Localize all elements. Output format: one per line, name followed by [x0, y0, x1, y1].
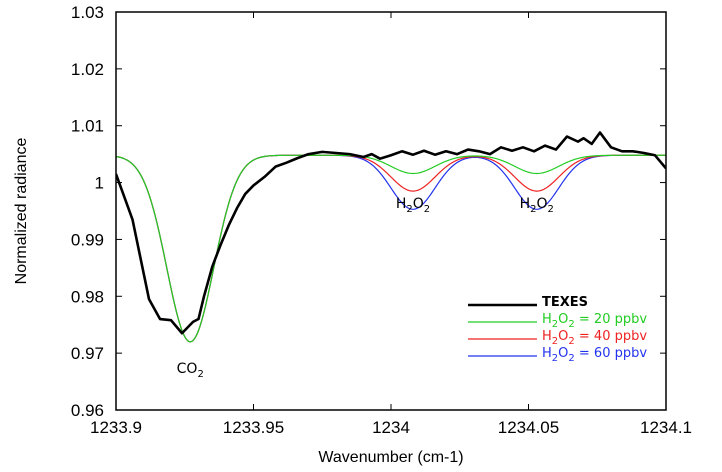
- series-line-1: [116, 154, 666, 343]
- series-layer: [116, 131, 666, 343]
- y-tick-label: 0.96: [71, 401, 104, 420]
- y-axis-title: Normalized radiance: [13, 138, 30, 285]
- molecule-annotation: H2O2: [520, 196, 554, 215]
- legend-label: H2O2 = 40 ppbv: [542, 329, 647, 347]
- y-tick-label: 1: [95, 174, 104, 193]
- x-tick-label: 1234.05: [498, 418, 559, 437]
- x-axis-title: Wavenumber (cm-1): [318, 449, 463, 466]
- y-tick-label: 0.97: [71, 344, 104, 363]
- axis-ticks: 1233.9 1233.95 1234 1234.05 1234.1 0.96 0.97 0.…: [71, 3, 692, 437]
- x-tick-label: 1234.1: [640, 418, 692, 437]
- x-tick-label: 1233.9: [90, 418, 142, 437]
- legend-label: H2O2 = 60 ppbv: [542, 346, 647, 364]
- annotations: CO2 H2O2 H2O2: [177, 196, 554, 380]
- y-tick-label: 0.98: [71, 287, 104, 306]
- molecule-annotation: H2O2: [396, 196, 430, 215]
- legend-label: TEXES: [542, 295, 588, 310]
- x-tick-label: 1234: [372, 418, 410, 437]
- y-tick-label: 1.01: [71, 117, 104, 136]
- x-tick-label: 1233.95: [223, 418, 284, 437]
- molecule-annotation: CO2: [177, 361, 204, 380]
- legend-label: H2O2 = 20 ppbv: [542, 312, 647, 330]
- y-tick-label: 1.02: [71, 60, 104, 79]
- y-tick-label: 1.03: [71, 3, 104, 22]
- y-tick-label: 0.99: [71, 230, 104, 249]
- series-line-0: [116, 131, 666, 335]
